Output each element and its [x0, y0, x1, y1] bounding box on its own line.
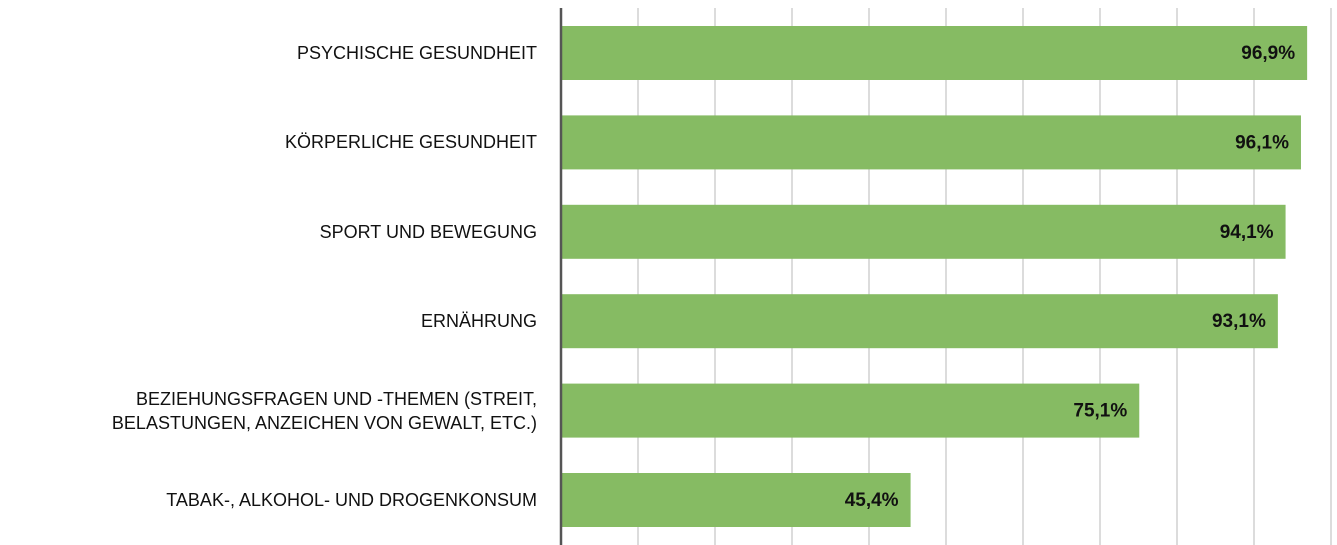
- bar: [561, 383, 1140, 438]
- category-label: BEZIEHUNGSFRAGEN UND -THEMEN (STREIT, BE…: [0, 381, 537, 441]
- category-text: ERNÄHRUNG: [420, 311, 537, 332]
- category-text: KÖRPERLICHE GESUNDHEIT: [284, 132, 537, 153]
- bar: [561, 294, 1278, 349]
- category-text: SPORT UND BEWEGUNG: [319, 221, 537, 242]
- category-label: ERNÄHRUNG: [0, 291, 537, 351]
- category-label: TABAK-, ALKOHOL- UND DROGENKONSUM: [0, 470, 537, 530]
- bar: [561, 115, 1301, 170]
- category-text: BEZIEHUNGSFRAGEN UND -THEMEN (STREIT, BE…: [111, 388, 537, 433]
- value-label: 96,9%: [1241, 43, 1295, 64]
- value-label: 94,1%: [1220, 222, 1274, 243]
- category-label: KÖRPERLICHE GESUNDHEIT: [0, 112, 537, 172]
- category-text: TABAK-, ALKOHOL- UND DROGENKONSUM: [166, 490, 537, 510]
- bar: [561, 204, 1286, 259]
- category-label: SPORT UND BEWEGUNG: [0, 202, 537, 262]
- category-label: PSYCHISCHE GESUNDHEIT: [0, 23, 537, 83]
- value-label: 96,1%: [1235, 132, 1289, 153]
- bar: [561, 473, 911, 527]
- value-label: 93,1%: [1212, 311, 1266, 332]
- category-text: PSYCHISCHE GESUNDHEIT: [296, 43, 537, 63]
- value-label: 45,4%: [845, 490, 899, 511]
- bar: [561, 26, 1308, 80]
- value-label: 75,1%: [1073, 401, 1127, 422]
